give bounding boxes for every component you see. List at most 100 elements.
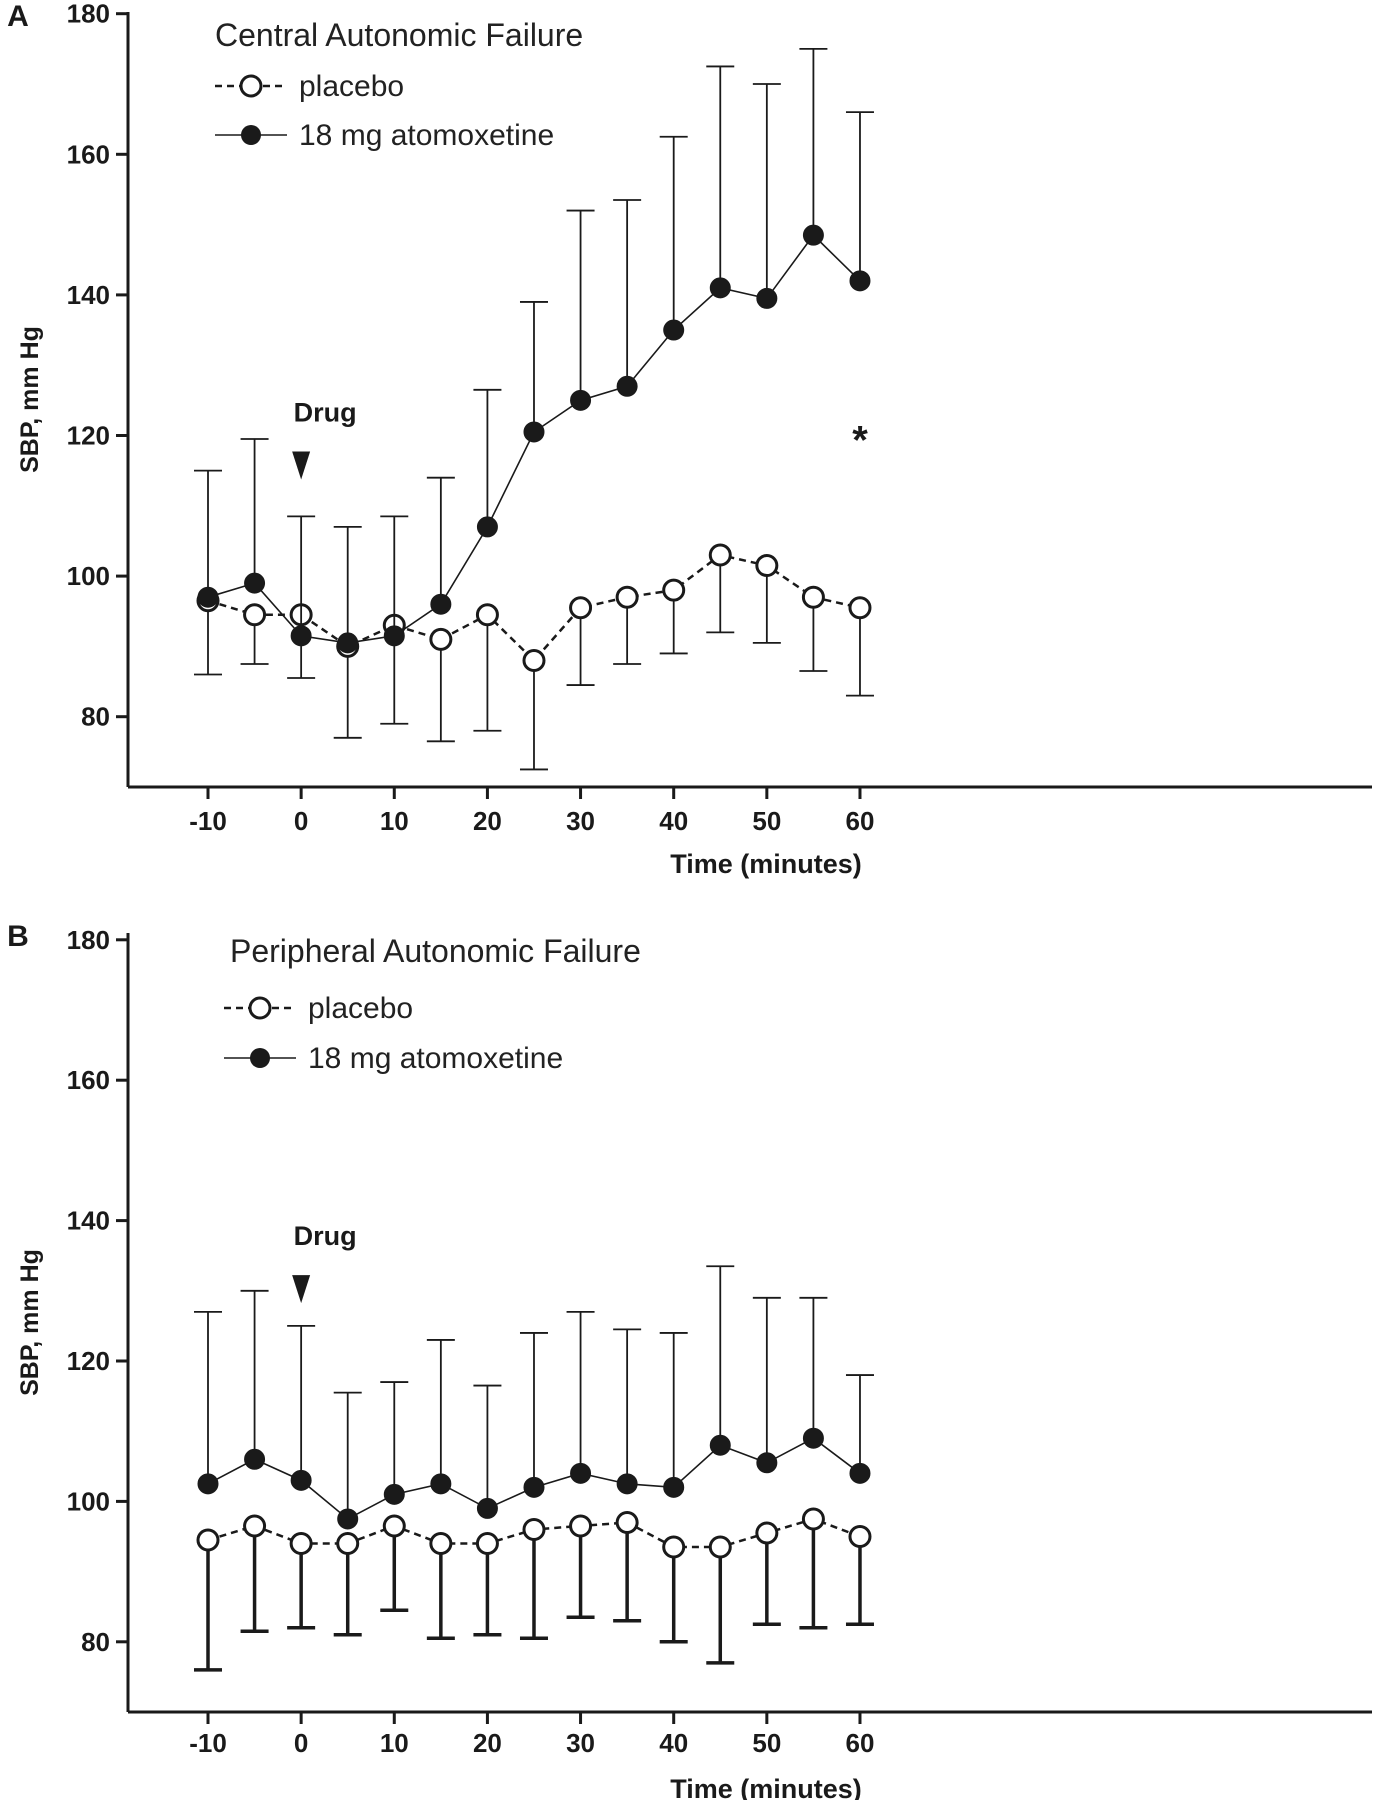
legend-open-circle-icon — [239, 74, 263, 98]
legend-open-circle-icon — [248, 996, 272, 1020]
placebo-point-ring — [852, 1529, 868, 1544]
legend-label: 18 mg atomoxetine — [299, 119, 554, 152]
atomoxetine-point — [244, 572, 266, 594]
placebo-point-ring — [759, 1525, 774, 1541]
legend-label: placebo — [299, 70, 404, 103]
atomoxetine-point — [383, 1483, 405, 1505]
y-tick-label: 80 — [81, 702, 110, 732]
atomoxetine-point — [337, 632, 359, 654]
placebo-point-ring — [713, 1539, 728, 1555]
placebo-point-ring — [480, 1536, 495, 1551]
x-tick-label: 0 — [294, 1728, 308, 1758]
x-tick-label: 10 — [380, 1728, 409, 1758]
panel-label: B — [7, 920, 29, 953]
x-tick-label: 20 — [473, 1728, 502, 1758]
atomoxetine-point — [849, 1462, 871, 1484]
y-tick-label: 80 — [81, 1627, 110, 1657]
x-tick-label: 20 — [473, 806, 502, 836]
y-tick-label: 160 — [67, 139, 110, 169]
placebo-point-ring — [200, 1532, 216, 1548]
placebo-point-ring — [387, 1518, 402, 1534]
y-axis-title: SBP, mm Hg — [16, 1249, 44, 1396]
atomoxetine-point — [663, 319, 685, 341]
y-tick-label: 180 — [67, 0, 110, 29]
placebo-point-ring — [294, 1536, 309, 1551]
placebo-point-ring — [247, 1518, 262, 1534]
x-tick-label: 60 — [846, 1728, 875, 1758]
atomoxetine-point — [709, 277, 731, 299]
y-tick-label: 180 — [67, 925, 110, 955]
placebo-point-ring — [759, 558, 774, 573]
atomoxetine-point — [430, 593, 452, 615]
y-tick-label: 100 — [67, 561, 110, 591]
placebo-point-ring — [573, 1518, 588, 1534]
atomoxetine-point — [337, 1508, 359, 1530]
series-line — [207, 553, 861, 663]
atomoxetine-point — [290, 625, 312, 647]
atomoxetine-point — [523, 1476, 545, 1498]
x-tick-label: 50 — [752, 806, 781, 836]
drug-arrow-icon — [292, 1275, 311, 1304]
placebo-point-ring — [433, 632, 448, 647]
atomoxetine-point — [616, 375, 638, 397]
drug-arrow-icon — [292, 451, 311, 480]
placebo-point-ring — [247, 607, 262, 622]
x-tick-label: 40 — [659, 806, 688, 836]
placebo-point-ring — [806, 590, 821, 605]
atomoxetine-point — [756, 287, 778, 309]
atomoxetine-point — [663, 1476, 685, 1498]
atomoxetine-point — [570, 1462, 592, 1484]
series-atomoxetine — [194, 47, 874, 654]
placebo-point-ring — [666, 583, 681, 598]
y-tick-label: 140 — [67, 1206, 110, 1236]
legend-entry-placebo: placebo — [215, 70, 404, 103]
placebo-point-ring — [620, 1515, 635, 1530]
atomoxetine-point — [570, 389, 592, 411]
atomoxetine-point — [849, 270, 871, 292]
y-tick-label: 160 — [67, 1065, 110, 1095]
atomoxetine-point — [290, 1469, 312, 1491]
atomoxetine-point — [244, 1448, 266, 1470]
x-axis-title: Time (minutes) — [670, 849, 862, 879]
x-tick-label: -10 — [189, 1728, 227, 1758]
y-tick-label: 100 — [67, 1486, 110, 1516]
legend-label: 18 mg atomoxetine — [308, 1042, 563, 1075]
y-tick-label: 120 — [67, 421, 110, 451]
y-axis-title: SBP, mm Hg — [16, 326, 44, 473]
legend-entry-atomoxetine: 18 mg atomoxetine — [224, 1042, 563, 1075]
chart-title: Central Autonomic Failure — [215, 17, 583, 53]
drug-annotation-label: Drug — [294, 1221, 357, 1251]
atomoxetine-point — [523, 421, 545, 443]
placebo-point-ring — [806, 1511, 821, 1527]
atomoxetine-point — [197, 1473, 219, 1495]
x-tick-label: 40 — [659, 1728, 688, 1758]
placebo-point-ring — [340, 1536, 355, 1551]
chart-title: Peripheral Autonomic Failure — [230, 933, 641, 969]
series-atomoxetine — [194, 1265, 874, 1530]
atomoxetine-point — [197, 586, 219, 608]
series-placebo — [194, 1507, 874, 1672]
legend-filled-circle-icon — [241, 125, 261, 145]
placebo-point-ring — [713, 547, 728, 563]
x-axis-title: Time (minutes) — [670, 1774, 862, 1800]
placebo-point-ring — [526, 653, 542, 668]
panel-b-peripheral-autonomic-failure: 80 100 120 140 160 180 -10 0 10 20 30 40 50 60 SBP, mm… — [7, 920, 1372, 1800]
x-tick-label: 30 — [566, 806, 595, 836]
series-placebo — [194, 543, 874, 771]
legend-label: placebo — [308, 992, 413, 1025]
atomoxetine-point — [616, 1473, 638, 1495]
panel-a-central-autonomic-failure: 80 100 120 140 160 180 -10 0 10 20 30 40 50 60 SBP, mm… — [7, 0, 1372, 879]
x-tick-label: 60 — [846, 806, 875, 836]
x-tick-label: 50 — [752, 1728, 781, 1758]
legend-filled-circle-icon — [250, 1048, 270, 1068]
x-tick-label: 30 — [566, 1728, 595, 1758]
placebo-point-ring — [666, 1539, 681, 1555]
placebo-point-ring — [433, 1536, 448, 1551]
x-tick-label: 10 — [380, 806, 409, 836]
significance-asterisk: * — [852, 419, 868, 463]
legend-entry-atomoxetine: 18 mg atomoxetine — [215, 119, 554, 152]
drug-annotation-label: Drug — [294, 397, 357, 427]
atomoxetine-point — [802, 1427, 824, 1449]
atomoxetine-point — [709, 1434, 731, 1456]
